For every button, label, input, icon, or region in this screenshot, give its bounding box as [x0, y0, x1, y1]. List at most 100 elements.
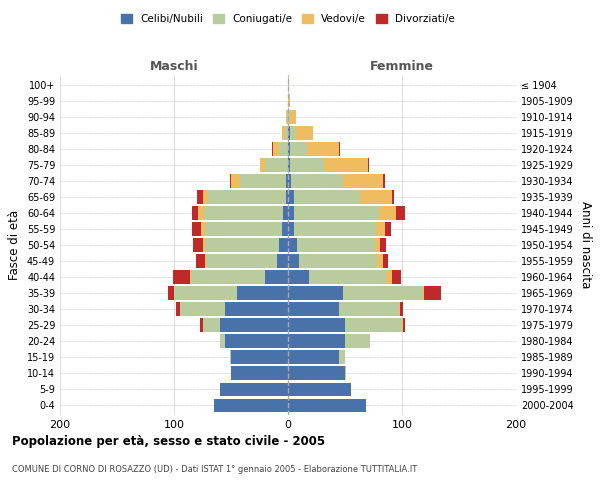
Bar [424, 286, 441, 300]
Bar [288, 398, 365, 412]
Bar [226, 302, 288, 316]
Bar [307, 142, 340, 156]
Bar [290, 158, 325, 172]
Bar [191, 270, 265, 284]
Bar [265, 270, 288, 284]
Bar [203, 190, 208, 203]
Bar [231, 366, 288, 380]
Bar [220, 318, 288, 332]
Bar [296, 126, 313, 140]
Bar [174, 286, 236, 300]
Bar [220, 382, 288, 396]
Bar [288, 110, 290, 124]
Bar [392, 270, 401, 284]
Bar [288, 238, 297, 252]
Bar [288, 174, 292, 188]
Bar [288, 222, 294, 236]
Bar [398, 302, 400, 316]
Bar [272, 142, 273, 156]
Bar [286, 190, 288, 203]
Bar [214, 398, 288, 412]
Bar [377, 254, 383, 268]
Bar [180, 302, 226, 316]
Bar [380, 238, 386, 252]
Bar [299, 254, 377, 268]
Bar [288, 126, 290, 140]
Bar [206, 254, 277, 268]
Bar [374, 238, 380, 252]
Bar [383, 254, 388, 268]
Bar [190, 270, 191, 284]
Bar [288, 382, 350, 396]
Bar [288, 350, 340, 364]
Bar [308, 270, 386, 284]
Bar [176, 302, 180, 316]
Bar [422, 286, 424, 300]
Bar [297, 238, 374, 252]
Bar [290, 126, 296, 140]
Text: COMUNE DI CORNO DI ROSAZZO (UD) - Dati ISTAT 1° gennaio 2005 - Elaborazione TUTT: COMUNE DI CORNO DI ROSAZZO (UD) - Dati I… [12, 465, 417, 474]
Text: Maschi: Maschi [149, 60, 199, 74]
Bar [376, 222, 385, 236]
Bar [230, 174, 231, 188]
Bar [287, 110, 288, 124]
Bar [277, 254, 288, 268]
Bar [292, 174, 343, 188]
Bar [203, 206, 283, 220]
Bar [288, 190, 294, 203]
Bar [283, 126, 284, 140]
Bar [288, 142, 290, 156]
Bar [286, 174, 288, 188]
Bar [168, 286, 174, 300]
Bar [230, 350, 231, 364]
Text: Popolazione per età, sesso e stato civile - 2005: Popolazione per età, sesso e stato civil… [12, 435, 325, 448]
Bar [192, 206, 198, 220]
Bar [288, 270, 308, 284]
Bar [236, 286, 288, 300]
Bar [173, 270, 190, 284]
Text: Femmine: Femmine [370, 60, 434, 74]
Bar [360, 190, 392, 203]
Bar [290, 110, 296, 124]
Bar [260, 158, 265, 172]
Bar [286, 110, 287, 124]
Bar [240, 174, 286, 188]
Bar [288, 158, 290, 172]
Bar [294, 222, 376, 236]
Bar [290, 142, 307, 156]
Bar [345, 366, 346, 380]
Y-axis label: Anni di nascita: Anni di nascita [579, 202, 592, 288]
Bar [226, 334, 288, 348]
Legend: Celibi/Nubili, Coniugati/e, Vedovi/e, Divorziati/e: Celibi/Nubili, Coniugati/e, Vedovi/e, Di… [117, 10, 459, 29]
Bar [193, 238, 203, 252]
Bar [379, 206, 397, 220]
Bar [202, 238, 205, 252]
Bar [343, 174, 383, 188]
Bar [220, 334, 226, 348]
Bar [345, 334, 370, 348]
Bar [283, 206, 288, 220]
Y-axis label: Fasce di età: Fasce di età [8, 210, 21, 280]
Bar [203, 318, 220, 332]
Bar [288, 254, 299, 268]
Bar [205, 238, 279, 252]
Bar [288, 334, 345, 348]
Bar [284, 126, 288, 140]
Bar [198, 206, 203, 220]
Bar [325, 158, 368, 172]
Bar [402, 318, 403, 332]
Bar [368, 158, 369, 172]
Bar [383, 174, 385, 188]
Bar [231, 174, 240, 188]
Bar [197, 190, 203, 203]
Bar [200, 318, 203, 332]
Bar [345, 318, 402, 332]
Bar [288, 78, 289, 92]
Bar [265, 158, 288, 172]
Bar [205, 254, 206, 268]
Bar [403, 318, 406, 332]
Bar [279, 142, 288, 156]
Bar [294, 190, 360, 203]
Bar [273, 142, 279, 156]
Bar [397, 206, 406, 220]
